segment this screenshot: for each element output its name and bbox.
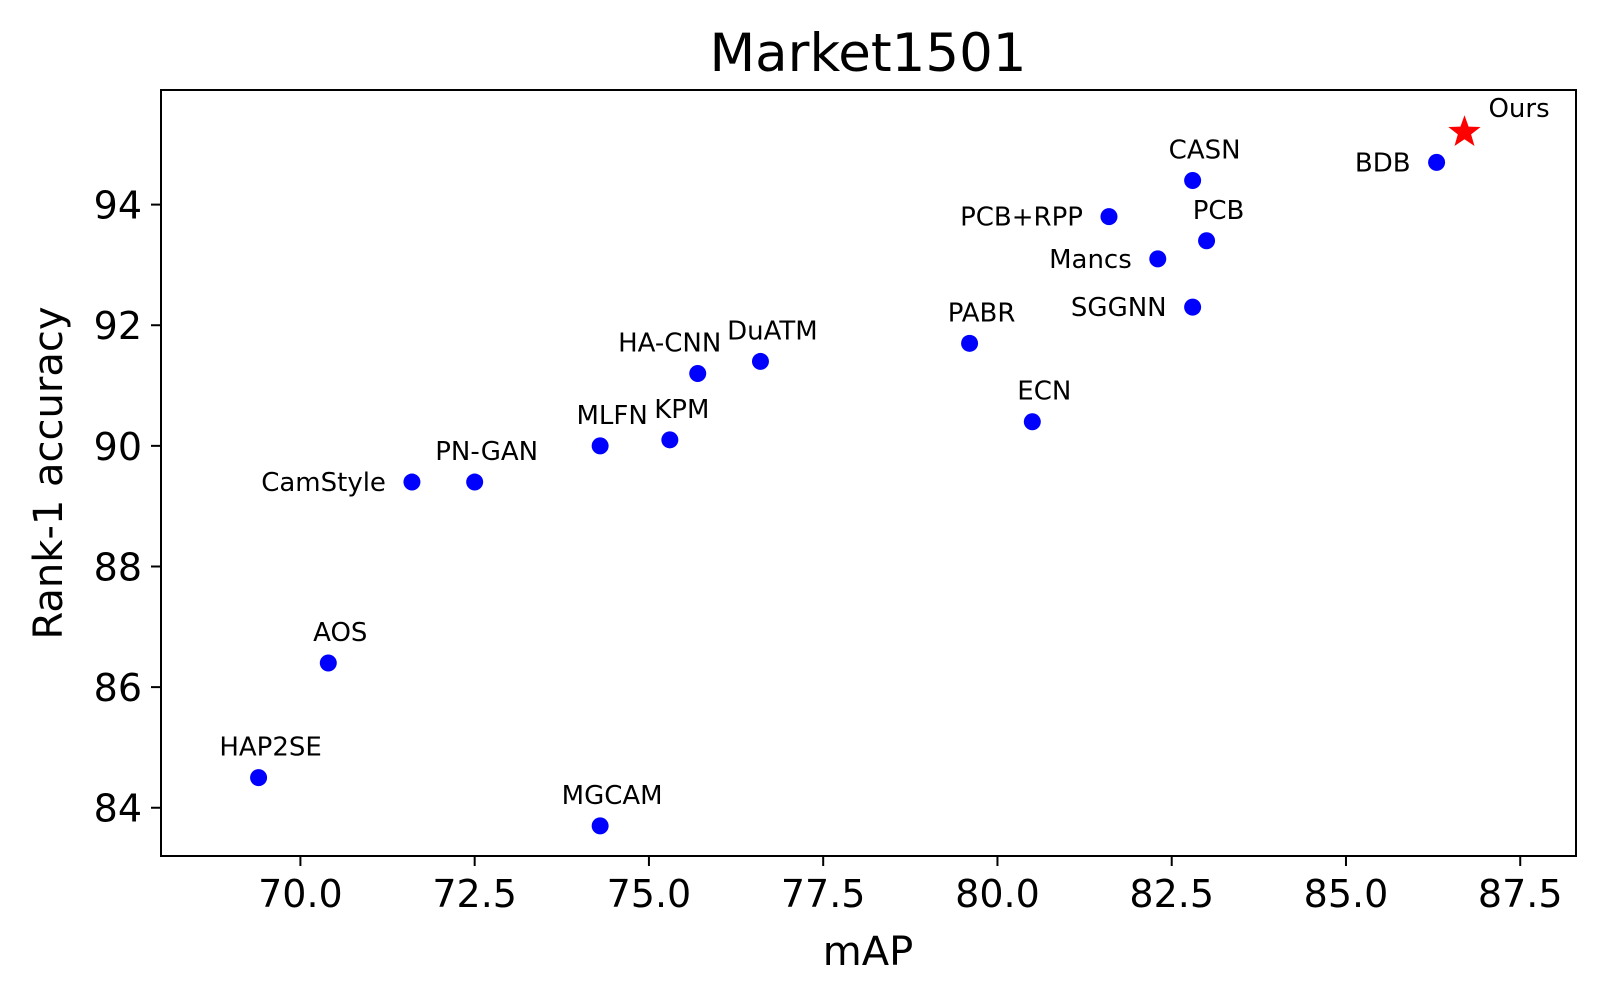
- point-label-casn: CASN: [1169, 135, 1241, 165]
- point-label-pcb: PCB: [1193, 196, 1245, 226]
- data-points: [250, 115, 1481, 835]
- point-hap2se: [250, 769, 268, 787]
- point-bdb: [1428, 153, 1446, 171]
- x-tick-label: 75.0: [607, 872, 692, 916]
- point-mancs: [1149, 250, 1167, 268]
- point-label-mlfn: MLFN: [576, 401, 647, 431]
- x-axis-label: mAP: [823, 929, 913, 975]
- point-camstyle: [403, 473, 421, 491]
- point-label-pn-gan: PN-GAN: [435, 437, 538, 467]
- x-tick-label: 80.0: [955, 872, 1040, 916]
- y-tick-label: 84: [94, 787, 142, 831]
- y-tick-label: 86: [94, 666, 142, 710]
- plot-frame: [160, 89, 1577, 857]
- point-label-pcb-rpp: PCB+RPP: [960, 203, 1083, 233]
- point-sggnn: [1184, 298, 1202, 316]
- y-axis-ticks: 84 86 88 90 92 94: [94, 184, 161, 831]
- point-duatm: [751, 352, 769, 370]
- point-label-sggnn: SGGNN: [1071, 293, 1167, 323]
- y-tick-label: 92: [94, 304, 142, 348]
- point-label-bdb: BDB: [1355, 148, 1411, 178]
- x-tick-label: 70.0: [258, 872, 343, 916]
- y-axis-label: Rank-1 accuracy: [26, 306, 72, 639]
- chart-title: Market1501: [709, 23, 1026, 84]
- point-label-mancs: Mancs: [1049, 245, 1132, 275]
- point-ecn: [1023, 413, 1041, 431]
- point-label-pabr: PABR: [948, 298, 1016, 328]
- point-ours-star: [1448, 115, 1481, 146]
- x-tick-label: 82.5: [1129, 872, 1214, 916]
- point-label-hap2se: HAP2SE: [219, 733, 322, 763]
- point-label-ours: Ours: [1488, 94, 1549, 124]
- y-tick-label: 90: [94, 425, 142, 469]
- x-tick-label: 87.5: [1478, 872, 1563, 916]
- point-label-ecn: ECN: [1017, 377, 1071, 407]
- x-tick-label: 72.5: [432, 872, 517, 916]
- point-mgcam: [591, 817, 609, 835]
- y-tick-label: 88: [94, 545, 142, 589]
- point-pn-gan: [466, 473, 484, 491]
- point-label-ha-cnn: HA-CNN: [618, 328, 721, 358]
- point-label-mgcam: MGCAM: [562, 781, 663, 811]
- x-tick-label: 85.0: [1304, 872, 1389, 916]
- point-label-aos: AOS: [313, 618, 367, 648]
- x-axis-ticks: 70.0 72.5 75.0 77.5 80.0 82.5 85.0 87.5: [258, 856, 1563, 916]
- point-ha-cnn: [689, 364, 707, 382]
- point-pcb-rpp: [1100, 208, 1118, 226]
- point-label-duatm: DuATM: [727, 316, 818, 346]
- point-pcb: [1198, 232, 1216, 250]
- point-aos: [319, 654, 337, 672]
- point-label-kpm: KPM: [654, 395, 709, 425]
- y-tick-label: 94: [94, 184, 142, 228]
- point-casn: [1184, 171, 1202, 189]
- point-label-camstyle: CamStyle: [261, 468, 386, 498]
- x-tick-label: 77.5: [781, 872, 866, 916]
- point-kpm: [661, 431, 679, 449]
- point-pabr: [961, 334, 979, 352]
- point-mlfn: [591, 437, 609, 455]
- point-labels: HAP2SE AOS CamStyle PN-GAN MLFN MGCAM KPM HA-CN…: [219, 94, 1549, 811]
